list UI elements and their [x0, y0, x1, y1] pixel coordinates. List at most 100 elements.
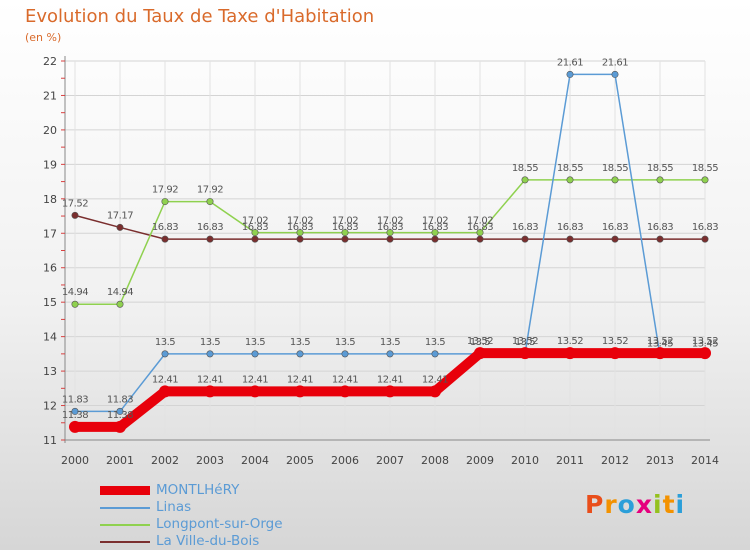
data-point — [71, 407, 79, 415]
logo-letter: i — [675, 490, 686, 519]
data-point — [654, 347, 666, 360]
data-label: 16.83 — [152, 222, 178, 233]
data-label: 13.5 — [245, 337, 265, 348]
x-tick-label: 2006 — [331, 454, 359, 467]
data-point — [611, 176, 619, 184]
data-label: 13.52 — [692, 336, 718, 347]
x-tick-label: 2007 — [376, 454, 404, 467]
y-tick-label: 12 — [43, 400, 57, 413]
data-point — [386, 350, 394, 358]
data-label: 13.5 — [290, 337, 310, 348]
legend-swatch-montlhery — [100, 486, 150, 495]
data-label: 17.02 — [467, 216, 493, 227]
y-tick-label: 21 — [43, 89, 57, 102]
x-tick-label: 2004 — [241, 454, 269, 467]
data-label: 17.02 — [332, 216, 358, 227]
data-label: 18.55 — [557, 163, 583, 174]
data-point — [339, 385, 351, 398]
data-label: 12.41 — [197, 374, 223, 385]
data-label: 11.38 — [107, 410, 133, 421]
data-label: 16.83 — [512, 222, 538, 233]
data-point — [656, 235, 664, 243]
data-point — [701, 235, 709, 243]
data-label: 21.61 — [602, 57, 628, 68]
data-point — [566, 176, 574, 184]
data-label: 13.5 — [470, 337, 490, 348]
data-point — [429, 385, 441, 398]
data-point — [296, 229, 304, 237]
data-label: 18.55 — [512, 163, 538, 174]
x-tick-label: 2002 — [151, 454, 179, 467]
y-tick-label: 15 — [43, 296, 57, 309]
x-tick-label: 2003 — [196, 454, 224, 467]
data-label: 16.83 — [287, 222, 313, 233]
data-label: 18.55 — [692, 163, 718, 174]
y-tick-label: 19 — [43, 158, 57, 171]
data-point — [251, 229, 259, 237]
data-label: 11.38 — [62, 410, 88, 421]
legend-swatch-ville-du-bois — [100, 541, 150, 543]
x-tick-label: 2008 — [421, 454, 449, 467]
data-label: 13.5 — [155, 337, 175, 348]
y-tick-label: 16 — [43, 262, 57, 275]
legend-label-linas: Linas — [156, 499, 192, 515]
data-label: 18.55 — [647, 163, 673, 174]
data-label: 11.83 — [107, 394, 133, 405]
data-label: 16.83 — [242, 222, 268, 233]
data-label: 18.55 — [602, 163, 628, 174]
data-label: 13.52 — [647, 336, 673, 347]
data-label: 17.17 — [107, 210, 133, 221]
data-label: 13.45 — [692, 339, 718, 350]
x-tick-label: 2011 — [556, 454, 584, 467]
data-label: 17.92 — [152, 185, 178, 196]
data-label: 12.41 — [242, 374, 268, 385]
y-tick-label: 13 — [43, 365, 57, 378]
data-label: 16.83 — [647, 222, 673, 233]
data-point — [251, 350, 259, 358]
data-point — [431, 235, 439, 243]
legend-label-ville-du-bois: La Ville-du-Bois — [156, 533, 260, 549]
legend-label-longpont: Longpont-sur-Orge — [156, 516, 283, 532]
data-point — [476, 235, 484, 243]
data-point — [519, 347, 531, 360]
data-label: 13.5 — [200, 337, 220, 348]
data-point — [204, 385, 216, 398]
data-label: 13.52 — [602, 336, 628, 347]
data-label: 16.83 — [602, 222, 628, 233]
x-tick-label: 2014 — [691, 454, 719, 467]
data-label: 17.02 — [242, 216, 268, 227]
data-label: 13.5 — [515, 337, 535, 348]
y-tick-label: 17 — [43, 227, 57, 240]
logo-letter: o — [617, 490, 636, 519]
x-tick-label: 2013 — [646, 454, 674, 467]
data-point — [521, 235, 529, 243]
data-point — [116, 300, 124, 308]
data-point — [161, 235, 169, 243]
data-point — [476, 229, 484, 237]
data-point — [294, 385, 306, 398]
y-tick-label: 11 — [43, 434, 57, 447]
data-label: 17.02 — [287, 216, 313, 227]
data-point — [161, 198, 169, 206]
data-label: 13.5 — [335, 337, 355, 348]
logo-letter: i — [653, 490, 663, 519]
data-label: 12.41 — [287, 374, 313, 385]
data-point — [566, 70, 574, 78]
data-label: 17.02 — [422, 216, 448, 227]
data-point — [341, 229, 349, 237]
data-point — [249, 385, 261, 398]
data-label: 12.41 — [332, 374, 358, 385]
data-label: 13.5 — [425, 337, 445, 348]
data-point — [699, 347, 711, 360]
data-point — [611, 235, 619, 243]
logo-letter: r — [604, 490, 618, 519]
data-label: 16.83 — [467, 222, 493, 233]
data-point — [384, 385, 396, 398]
data-label: 17.02 — [377, 216, 403, 227]
data-point — [159, 385, 171, 398]
data-label: 17.92 — [197, 185, 223, 196]
proxiti-logo: Proxiti — [585, 490, 685, 519]
data-point — [296, 235, 304, 243]
data-label: 13.52 — [557, 336, 583, 347]
y-tick-label: 22 — [43, 55, 57, 68]
